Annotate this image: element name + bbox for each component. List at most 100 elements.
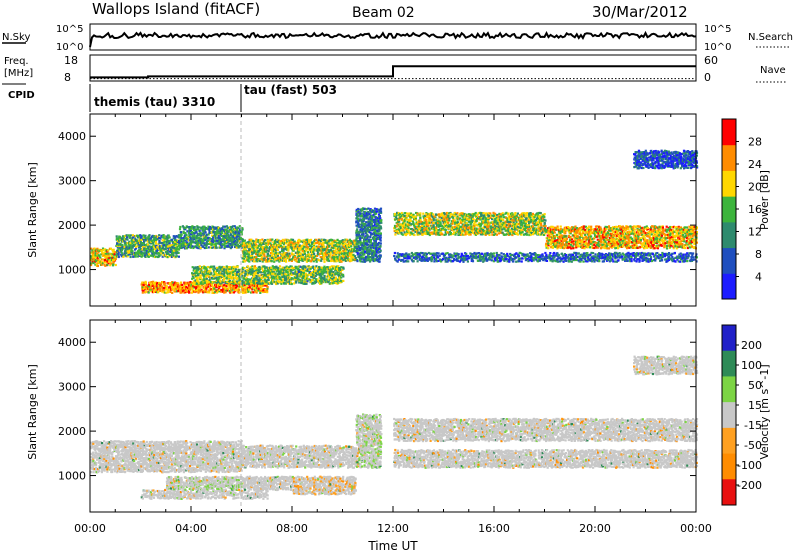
- cell-0-3: [172, 287, 174, 289]
- cell-0-4: [221, 272, 223, 274]
- cell-0-0: [115, 258, 117, 260]
- cell-0-5: [322, 244, 324, 246]
- cell-0-7: [402, 229, 404, 231]
- cell-0-1: [159, 245, 161, 247]
- cell-0-7: [401, 212, 403, 214]
- cell-0-0: [106, 260, 108, 262]
- cell-0-5: [355, 257, 357, 259]
- cell-0-0: [93, 248, 95, 250]
- cell-0-7: [501, 228, 503, 230]
- cell-0-5: [294, 256, 296, 258]
- cell-0-7: [449, 215, 451, 217]
- cell-0-3: [208, 291, 210, 293]
- cell-0-4: [342, 280, 344, 282]
- cell-0-5: [304, 253, 306, 255]
- cell-0-5: [335, 248, 337, 250]
- cell-0-5: [255, 244, 257, 246]
- cell-0-7: [402, 234, 404, 236]
- cell-0-7: [396, 214, 398, 216]
- cpid-segment-1: themis (tau) 3310: [94, 95, 215, 109]
- cell-0-0: [115, 264, 117, 266]
- cell-0-7: [419, 223, 421, 225]
- cell-0-7: [441, 233, 443, 235]
- cell-0-1: [155, 256, 157, 258]
- cell-0-4: [229, 274, 231, 276]
- cell-0-7: [445, 229, 447, 231]
- cell-0-1: [127, 245, 129, 247]
- cell-0-6: [368, 218, 370, 220]
- cell-0-6: [367, 256, 369, 258]
- cell-0-4: [326, 278, 328, 280]
- cell-0-1: [126, 239, 128, 241]
- cell-0-2: [180, 231, 182, 233]
- cell-0-7: [419, 217, 421, 219]
- cell-0-4: [217, 269, 219, 271]
- cell-0-6: [356, 260, 358, 262]
- nsearch-bottom-tick: 10^0: [704, 42, 731, 53]
- cell-0-4: [284, 267, 286, 269]
- cell-0-1: [135, 256, 137, 258]
- cell-0-6: [356, 228, 358, 230]
- cell-0-7: [394, 233, 396, 235]
- nsky-top-tick: 10^5: [56, 24, 83, 35]
- cell-0-5: [244, 240, 246, 242]
- cell-0-4: [342, 274, 344, 276]
- cpid-label: CPID: [8, 90, 35, 101]
- cell-0-7: [494, 213, 496, 215]
- cell-0-3: [183, 287, 185, 289]
- cell-0-4: [255, 275, 257, 277]
- cell-0-1: [159, 238, 161, 240]
- cell-0-6: [380, 232, 382, 234]
- nsky-label: N.Sky: [2, 32, 30, 43]
- cell-0-6: [380, 254, 382, 256]
- nsearch-top-tick: 10^5: [704, 24, 731, 35]
- cell-0-5: [328, 245, 330, 247]
- cell-0-4: [243, 277, 245, 279]
- cell-0-4: [305, 266, 307, 268]
- cell-0-5: [329, 254, 331, 256]
- cell-0-6: [380, 242, 382, 244]
- cell-0-1: [118, 251, 120, 253]
- cell-0-7: [488, 234, 490, 236]
- cell-0-2: [231, 243, 233, 245]
- cell-0-5: [250, 257, 252, 259]
- cell-0-4: [268, 279, 270, 281]
- cell-0-5: [318, 239, 320, 241]
- cell-0-7: [422, 213, 424, 215]
- cell-0-3: [211, 290, 213, 292]
- cell-0-5: [288, 253, 290, 255]
- cell-0-5: [283, 245, 285, 247]
- cell-0-5: [329, 256, 331, 258]
- cell-0-4: [332, 271, 334, 273]
- cell-0-5: [267, 258, 269, 260]
- cell-0-7: [396, 225, 398, 227]
- cell-0-7: [440, 221, 442, 223]
- cell-0-7: [426, 221, 428, 223]
- cell-0-7: [432, 213, 434, 215]
- cell-0-6: [361, 212, 363, 214]
- cell-0-5: [323, 258, 325, 260]
- cell-0-1: [169, 236, 171, 238]
- cell-0-2: [228, 235, 230, 237]
- cell-0-5: [285, 261, 287, 263]
- cell-0-1: [167, 237, 169, 239]
- cell-0-6: [370, 239, 372, 241]
- cell-0-5: [313, 253, 315, 255]
- cell-0-6: [375, 213, 377, 215]
- cell-0-4: [305, 283, 307, 285]
- cell-0-3: [259, 292, 261, 294]
- cell-0-7: [433, 218, 435, 220]
- cpid-segment-2: tau (fast) 503: [244, 83, 337, 97]
- cell-0-4: [242, 280, 244, 282]
- cell-0-7: [500, 215, 502, 217]
- date-title: 30/Mar/2012: [592, 3, 688, 21]
- cell-0-3: [213, 287, 215, 289]
- cell-0-7: [408, 227, 410, 229]
- cell-0-4: [318, 267, 320, 269]
- cell-0-5: [310, 239, 312, 241]
- cell-0-2: [231, 246, 233, 248]
- cell-0-3: [188, 292, 190, 294]
- cell-0-1: [121, 244, 123, 246]
- cell-0-4: [251, 265, 253, 267]
- cell-0-7: [418, 225, 420, 227]
